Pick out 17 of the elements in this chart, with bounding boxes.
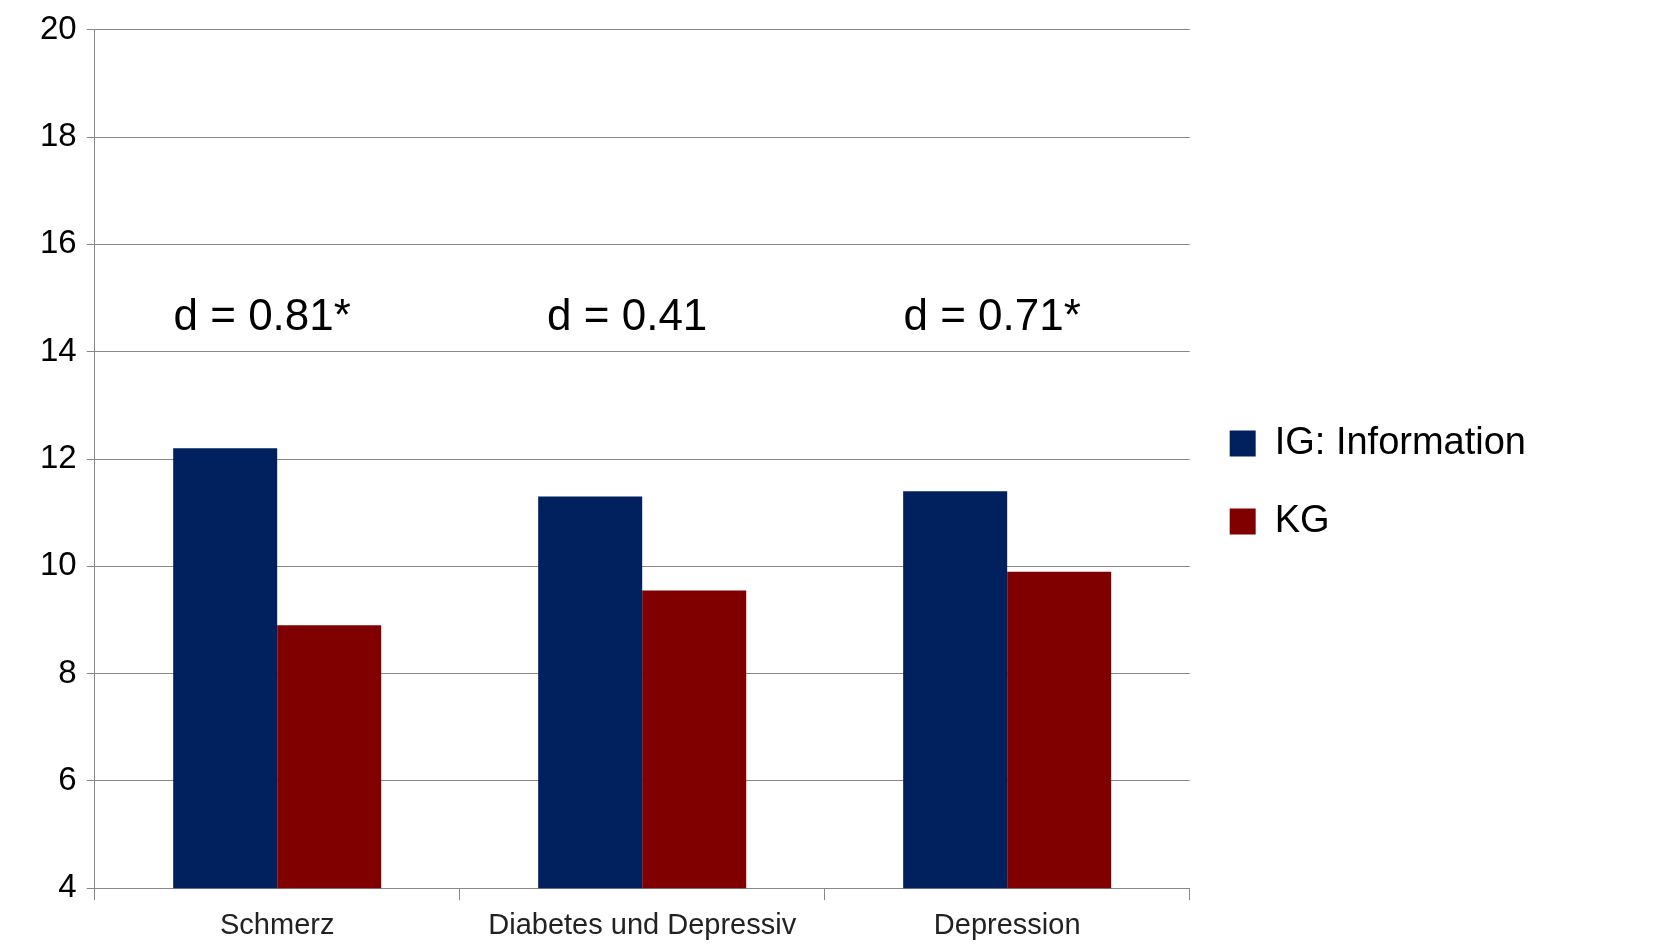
y-tick-label: 8 (58, 652, 77, 690)
annotation: d = 0.71* (903, 289, 1081, 339)
legend-label: IG: Information (1274, 419, 1526, 462)
annotation: d = 0.41 (547, 289, 708, 339)
annotation: d = 0.81* (173, 289, 351, 339)
y-tick-label: 10 (39, 545, 77, 583)
y-tick-label: 20 (39, 8, 77, 46)
y-tick-label: 6 (58, 759, 77, 797)
y-tick-label: 12 (39, 438, 77, 476)
x-tick-label: Schmerz (219, 907, 335, 940)
x-tick-label: Depression (933, 907, 1081, 940)
x-tick-label: Diabetes und Depressiv (488, 907, 797, 940)
y-tick-label: 18 (39, 116, 77, 154)
y-tick-label: 16 (39, 223, 77, 261)
y-tick-label: 14 (39, 330, 77, 368)
y-tick-label: 4 (58, 867, 77, 905)
legend-label: KG (1274, 497, 1330, 540)
